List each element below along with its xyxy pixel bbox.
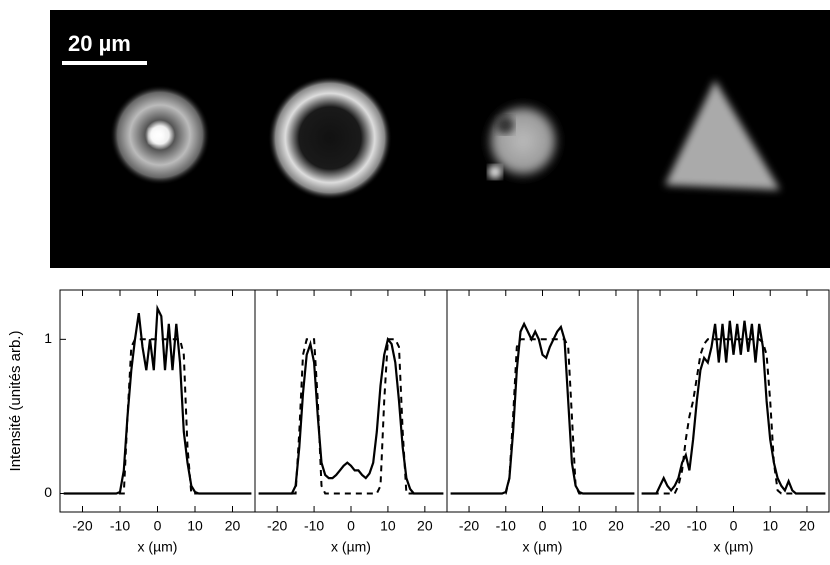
beam-ring (268, 76, 392, 200)
x-tick-label: 20 (417, 518, 433, 534)
y-tick-label: 0 (44, 484, 52, 500)
x-tick-label: 0 (730, 518, 738, 534)
x-tick-label: 0 (154, 518, 162, 534)
x-tick-label: -10 (304, 518, 324, 534)
x-tick-label: 20 (799, 518, 815, 534)
plot-frame (446, 289, 639, 513)
x-axis-label: x (µm) (714, 539, 754, 555)
plot-frame (254, 289, 448, 513)
x-tick-label: 10 (762, 518, 778, 534)
x-tick-label: 10 (187, 518, 203, 534)
profile-line (450, 338, 635, 495)
scale-bar-label: 20 µm (68, 31, 131, 56)
x-tick-label: 10 (571, 518, 587, 534)
x-tick-label: -20 (650, 518, 670, 534)
profile-line (641, 338, 826, 495)
profile-line (63, 304, 252, 495)
x-tick-label: -20 (72, 518, 92, 534)
x-tick-label: -10 (110, 518, 130, 534)
x-axis-label: x (µm) (331, 539, 371, 555)
micrograph: 20 µm (50, 10, 830, 268)
beam-triangle (665, 80, 780, 190)
y-axis-label: Intensité (unités arb.) (7, 331, 24, 472)
profile-line (450, 321, 635, 495)
x-tick-label: 0 (539, 518, 547, 534)
x-tick-label: 20 (608, 518, 624, 534)
profile-line (641, 320, 826, 495)
plot-frame (637, 289, 830, 513)
x-tick-label: 20 (225, 518, 241, 534)
x-tick-label: -20 (267, 518, 287, 534)
profile-line (63, 338, 252, 495)
y-tick-label: 1 (44, 330, 52, 346)
profile-line (258, 338, 444, 495)
x-tick-label: 0 (347, 518, 355, 534)
beam-detail (496, 116, 514, 134)
x-tick-label: -10 (496, 518, 516, 534)
beam-spot (149, 129, 163, 143)
profile-line (258, 336, 444, 495)
beam-detail (488, 165, 502, 179)
x-axis-label: x (µm) (523, 539, 563, 555)
x-axis-label: x (µm) (138, 539, 178, 555)
x-tick-label: -10 (687, 518, 707, 534)
x-tick-label: 10 (380, 518, 396, 534)
x-tick-label: -20 (459, 518, 479, 534)
